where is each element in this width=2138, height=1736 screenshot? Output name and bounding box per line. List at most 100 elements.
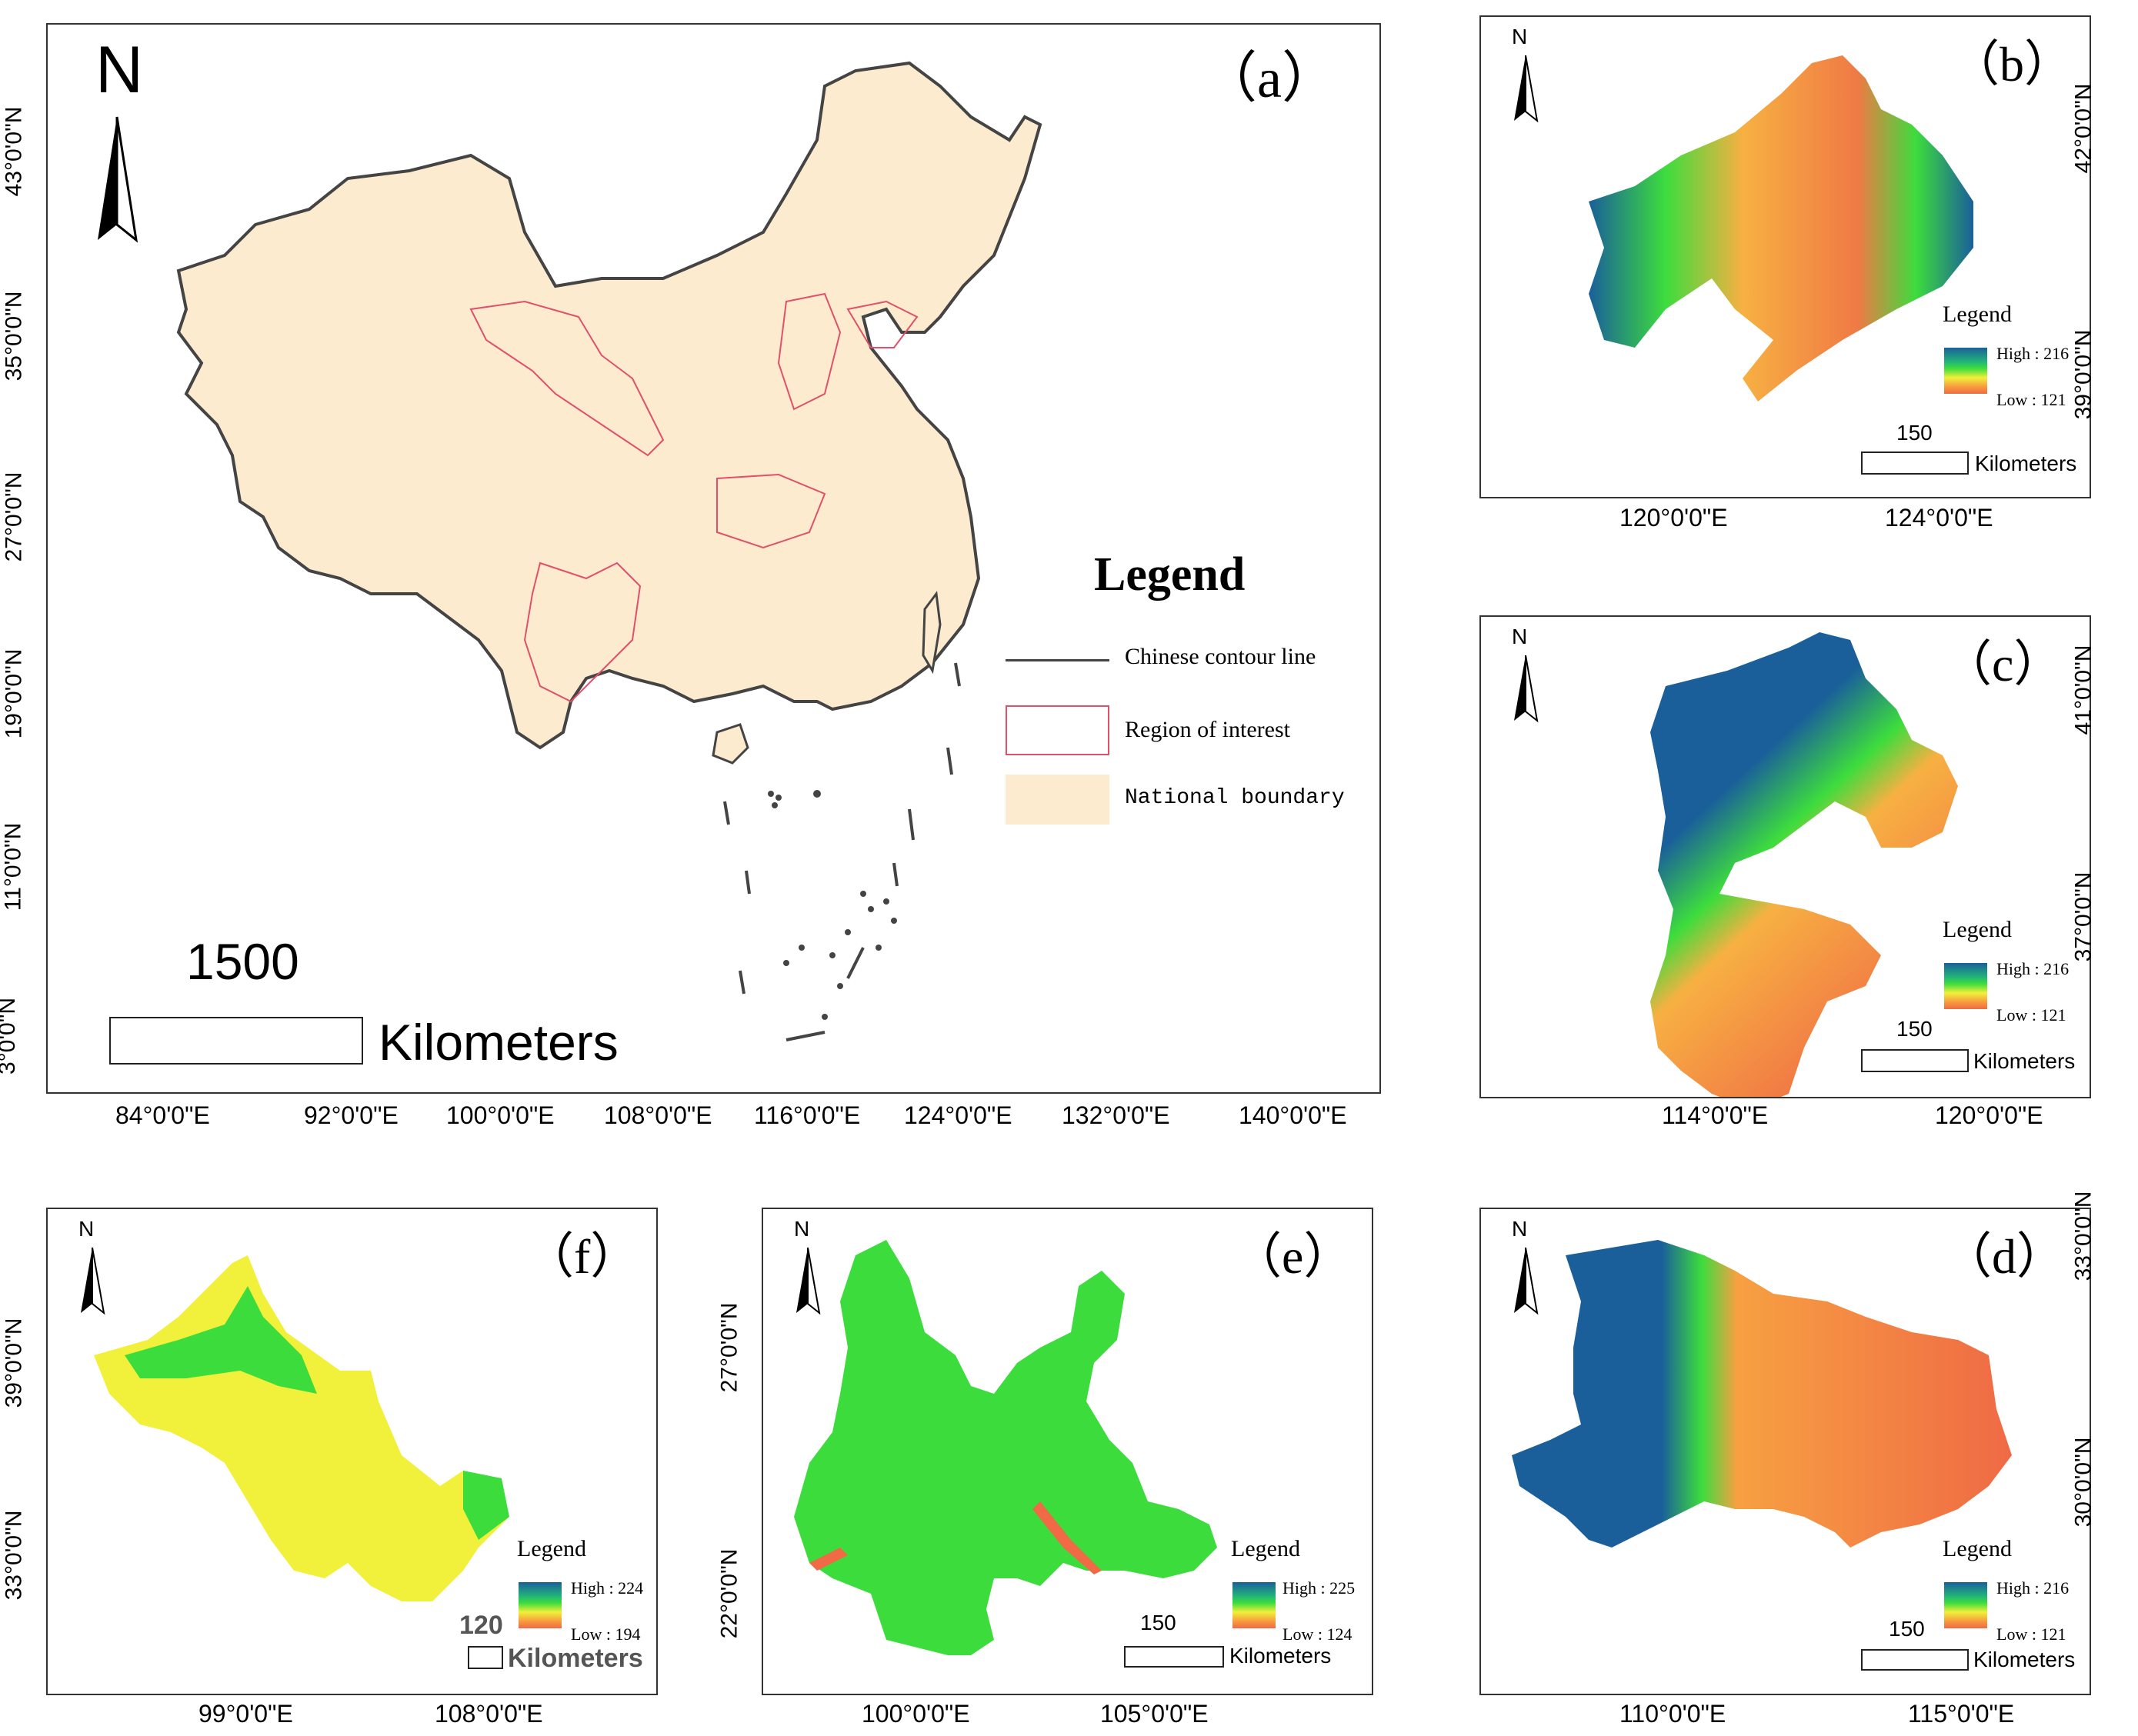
- panel-a-label: （a）: [1202, 48, 1337, 109]
- panel-e-dem-svg: [794, 1240, 1217, 1655]
- gansu-green-zones: [125, 1286, 317, 1394]
- roi-liaoning: [846, 300, 919, 348]
- panel-a-xtick: 108°0'0"E: [604, 1101, 712, 1129]
- panel-c-legend-low: Low : 121: [1996, 1005, 2066, 1025]
- panel-e-scale-unit: Kilometers: [1229, 1644, 1332, 1668]
- hubei-raster: [1512, 1240, 2012, 1548]
- liaoning-raster: [1589, 55, 1973, 402]
- panel-c-label: （c）: [1943, 637, 2063, 691]
- panel-d-ytick: 33°0'0"N: [2070, 1191, 2096, 1281]
- yunnan-raster: [794, 1240, 1217, 1655]
- panel-b-ytick: 39°0'0"N: [2070, 329, 2096, 420]
- panel-b-legend-ramp: [1944, 348, 1987, 394]
- taiwan-island: [922, 591, 942, 675]
- panel-d-scale-unit: Kilometers: [1973, 1648, 2076, 1671]
- panel-c-scale-unit: Kilometers: [1973, 1049, 2076, 1073]
- panel-a-scale-bar: [109, 1017, 363, 1065]
- gansu-raster: [94, 1255, 509, 1601]
- roi-hubei: [716, 473, 826, 549]
- china-national-boundary: [176, 61, 1042, 750]
- panel-e-legend-title: Legend: [1231, 1536, 1300, 1561]
- panel-a-north-arrow-icon: [98, 116, 138, 243]
- panel-c-xtick: 120°0'0"E: [1935, 1101, 2043, 1129]
- panel-d-label: （d）: [1943, 1229, 2066, 1284]
- panel-d-map: （d） N Legend High : 216 Low : 121 150 Ki…: [1479, 1208, 2091, 1695]
- panel-a-north-letter: N: [95, 33, 144, 107]
- legend-national-swatch: [1006, 775, 1109, 825]
- panel-f-legend-high: High : 224: [571, 1578, 644, 1598]
- panel-a-ytick: 35°0'0"N: [1, 291, 27, 382]
- panel-b-dem-svg: [1589, 55, 1973, 402]
- panel-b-north-letter: N: [1512, 25, 1528, 48]
- panel-e-label: （e）: [1232, 1229, 1353, 1284]
- panel-c-legend-high: High : 216: [1996, 959, 2070, 978]
- panel-c-xtick: 114°0'0"E: [1662, 1101, 1769, 1129]
- panel-a-xtick: 100°0'0"E: [446, 1101, 555, 1129]
- panel-a-ytick: 19°0'0"N: [1, 648, 27, 739]
- hebei-shanxi-raster: [1650, 632, 1958, 1097]
- panel-d-legend-high: High : 216: [1996, 1578, 2070, 1598]
- legend-roi-label: Region of interest: [1125, 717, 1290, 742]
- panel-b-legend-title: Legend: [1943, 302, 2012, 327]
- panel-d-ytick: 30°0'0"N: [2070, 1437, 2096, 1528]
- panel-e-scale-bar: [1124, 1646, 1224, 1668]
- panel-f-dem-svg: [94, 1255, 509, 1601]
- panel-e-scale-value: 150: [1140, 1611, 1176, 1634]
- panel-a-legend-title: Legend: [1094, 548, 1246, 601]
- panel-f-legend-ramp: [519, 1582, 562, 1628]
- legend-national-label: National boundary: [1125, 786, 1345, 810]
- panel-d-dem-svg: [1512, 1240, 2012, 1548]
- panel-c-legend-title: Legend: [1943, 917, 2012, 942]
- panel-c-legend-ramp: [1944, 963, 1987, 1009]
- panel-a-ytick: 27°0'0"N: [1, 471, 27, 562]
- panel-a-ytick: 43°0'0"N: [1, 106, 27, 197]
- panel-f-scale-bar: [468, 1646, 503, 1669]
- legend-roi-swatch: [1006, 705, 1109, 755]
- panel-f-label: （f）: [525, 1229, 640, 1284]
- panel-d-scale-bar: [1861, 1649, 1969, 1671]
- south-china-sea-islands: [768, 790, 897, 1020]
- panel-e-xtick: 100°0'0"E: [862, 1700, 970, 1728]
- panel-c-ytick: 41°0'0"N: [2070, 645, 2096, 735]
- roi-gansu: [469, 300, 665, 457]
- panel-f-ytick: 33°0'0"N: [1, 1510, 27, 1601]
- panel-e-ytick: 22°0'0"N: [716, 1548, 742, 1639]
- panel-f-map: （f） N Legend High : 224 Low : 194 120 Ki…: [46, 1208, 658, 1695]
- nine-dash-line: [723, 662, 961, 1041]
- panel-a-ytick: 11°0'0"N: [0, 822, 26, 911]
- panel-a-xtick: 124°0'0"E: [904, 1101, 1012, 1129]
- panel-c-scale-bar: [1861, 1049, 1969, 1072]
- hainan-island: [712, 723, 749, 765]
- panel-e-map: （e） N Legend High : 225 Low : 124 150 Ki…: [762, 1208, 1373, 1695]
- legend-contour-swatch: [1006, 659, 1109, 661]
- yunnan-valley-2: [809, 1548, 848, 1571]
- panel-e-north-arrow-icon: [796, 1247, 821, 1315]
- panel-b-map: （b） N Legend High : 216 Low : 121 150 Ki…: [1479, 15, 2091, 498]
- panel-c-ytick: 37°0'0"N: [2070, 871, 2096, 962]
- panel-b-scale-unit: Kilometers: [1975, 451, 2077, 475]
- panel-c-north-arrow-icon: [1514, 655, 1539, 723]
- panel-a-scale-value: 1500: [186, 933, 299, 990]
- panel-e-legend-ramp: [1232, 1582, 1276, 1628]
- panel-a-map: （a） N Legend Chinese contour line Region…: [46, 23, 1381, 1094]
- panel-d-legend-low: Low : 121: [1996, 1624, 2066, 1644]
- panel-a-xtick: 140°0'0"E: [1239, 1101, 1347, 1129]
- panel-d-xtick: 115°0'0"E: [1908, 1700, 2015, 1728]
- panel-d-scale-value: 150: [1889, 1617, 1925, 1641]
- panel-a-scale-unit: Kilometers: [379, 1014, 619, 1071]
- panel-a-xtick: 132°0'0"E: [1062, 1101, 1170, 1129]
- panel-b-legend-low: Low : 121: [1996, 390, 2066, 409]
- panel-c-dem-svg: [1650, 632, 1958, 1097]
- panel-f-xtick: 108°0'0"E: [435, 1700, 543, 1728]
- gansu-east-zone: [463, 1471, 509, 1540]
- china-map-svg: [176, 61, 1042, 1041]
- panel-a-xtick: 84°0'0"E: [115, 1101, 210, 1129]
- panel-b-scale-bar: [1861, 451, 1969, 475]
- panel-f-ytick: 39°0'0"N: [1, 1318, 27, 1408]
- panel-c-map: （c） N Legend High : 216 Low : 121 150 Ki…: [1479, 615, 2091, 1098]
- panel-b-legend-high: High : 216: [1996, 344, 2070, 363]
- panel-e-north-letter: N: [794, 1217, 810, 1241]
- panel-b-xtick: 124°0'0"E: [1885, 504, 1993, 531]
- panel-f-scale-unit: Kilometers: [508, 1644, 643, 1673]
- panel-a-xtick: 92°0'0"E: [304, 1101, 399, 1129]
